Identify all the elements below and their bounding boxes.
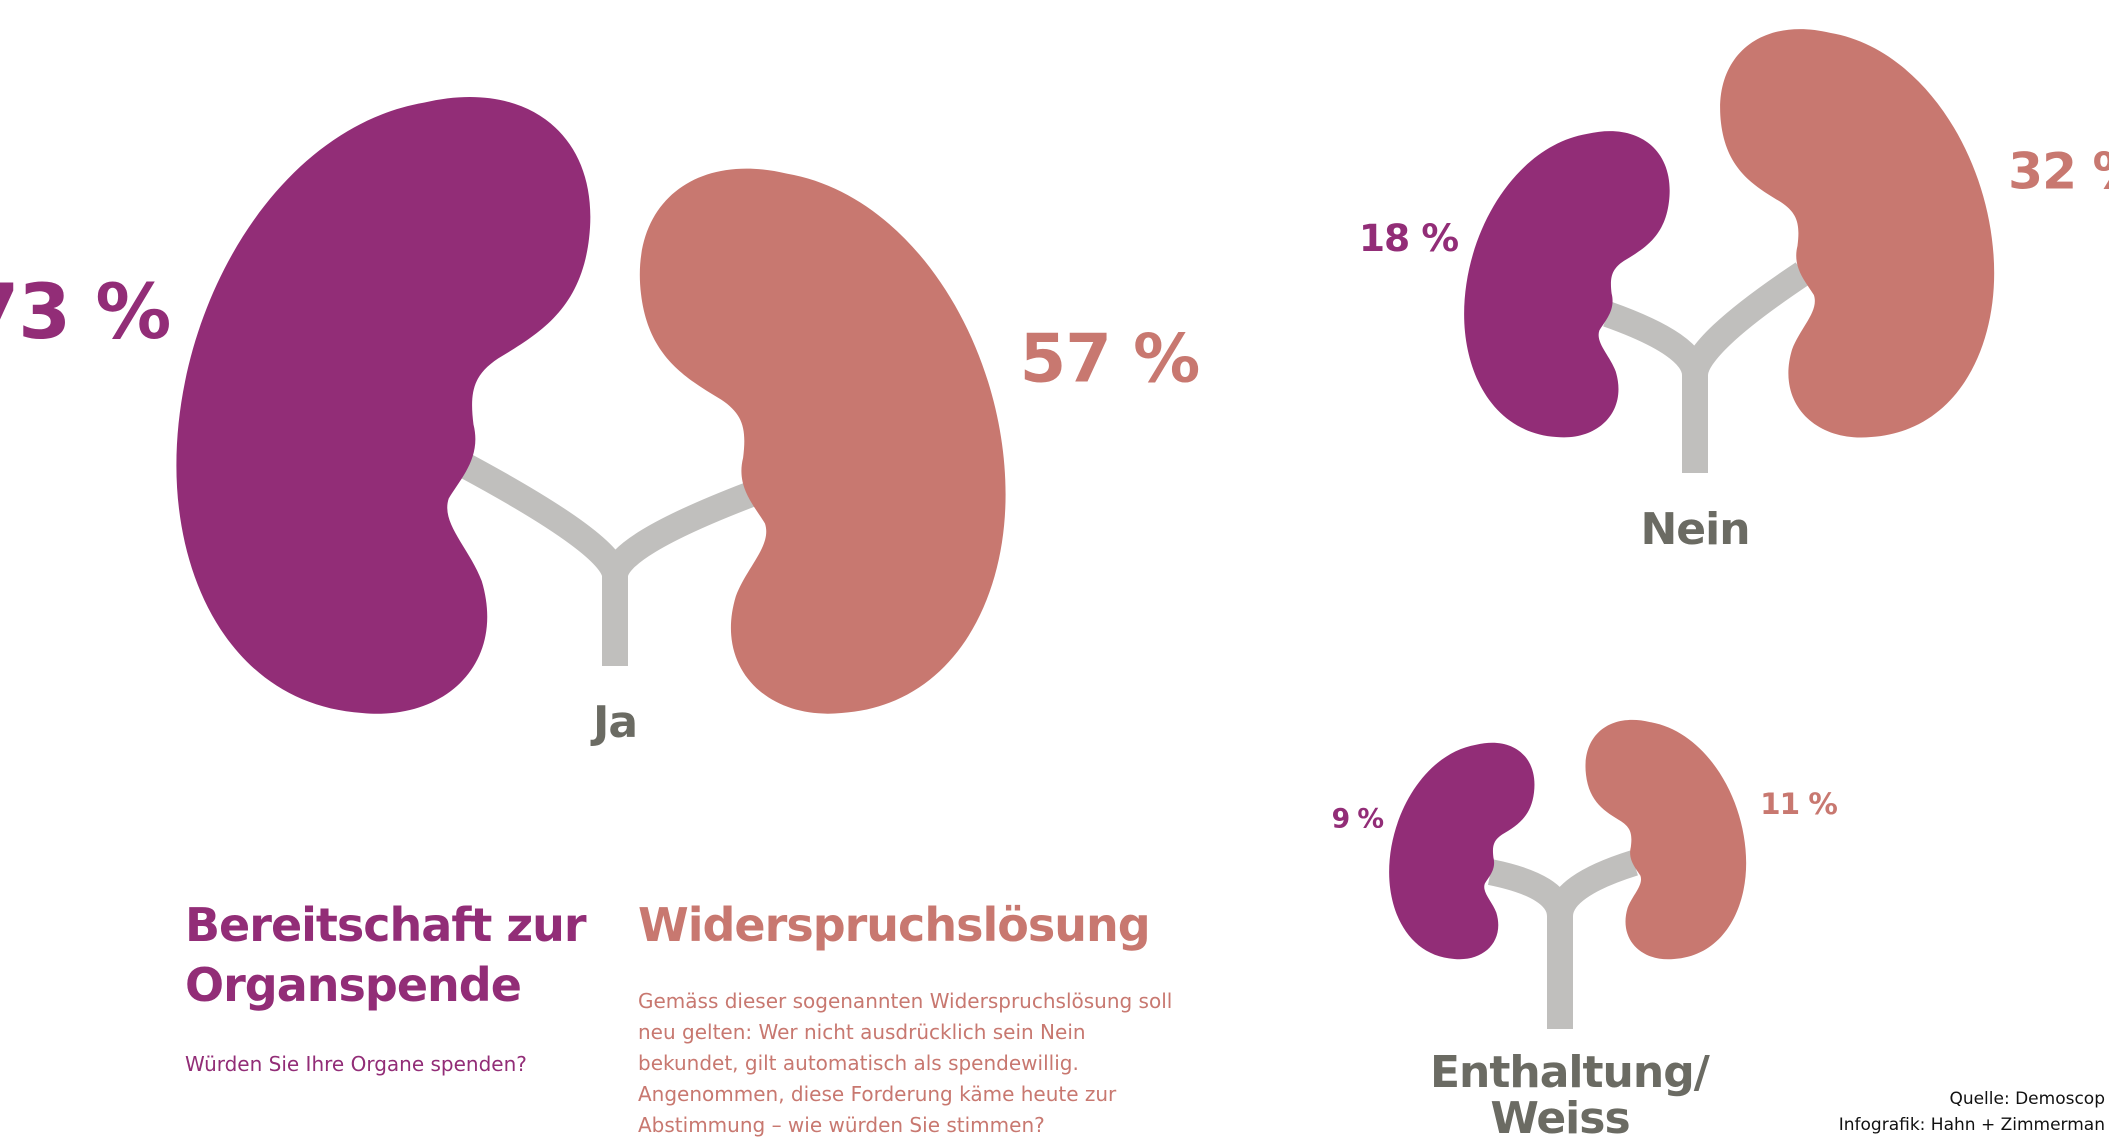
value-label: 73 %: [0, 268, 170, 356]
ureter: [1608, 273, 1803, 473]
ureter: [465, 466, 750, 666]
value-label: 18 %: [1359, 216, 1459, 260]
value-label: 9 %: [1332, 803, 1384, 834]
ureter: [1491, 863, 1635, 1029]
value-label: 32 %: [2008, 141, 2109, 200]
value-label: 11 %: [1760, 787, 1837, 821]
legend-title: Bereitschaft zur Organspende: [185, 895, 605, 1015]
kidney: [1389, 743, 1534, 960]
kidney: [1585, 720, 1746, 959]
credit: Infografik: Hahn + Zimmerman: [1839, 1115, 2105, 1135]
kidney: [1720, 29, 1994, 437]
legend-title: Widerspruchslösung: [638, 895, 1198, 955]
category-label: Enthaltung/ Weiss nicht: [1430, 1050, 1690, 1137]
source: Quelle: Demoscop: [1949, 1089, 2105, 1109]
category-label: Nein: [1545, 507, 1845, 553]
kidney: [1464, 131, 1670, 437]
value-label: 57 %: [1020, 320, 1200, 398]
kidney: [640, 169, 1006, 714]
legend-question: Gemäss dieser sogenannten Widerspruchslö…: [638, 986, 1173, 1137]
category-label: Ja: [465, 700, 765, 746]
legend-question: Würden Sie Ihre Organe spenden?: [185, 1049, 605, 1080]
infographic: 73 % 57 % 18 % 32 % 9 % 11 % Bereitschaft zur…: [0, 0, 2109, 1137]
kidney: [176, 97, 590, 714]
